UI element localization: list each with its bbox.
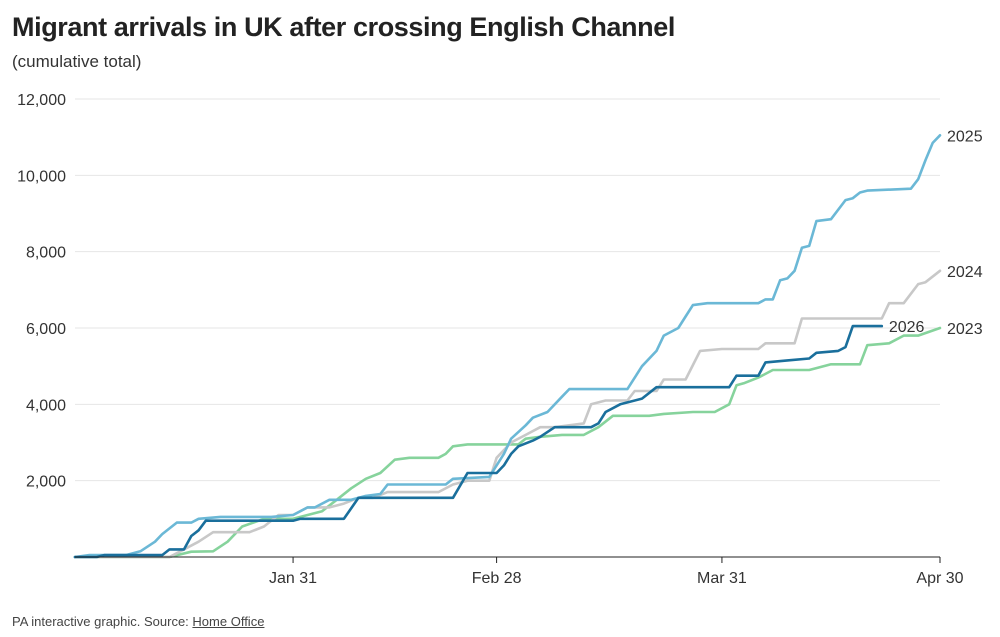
series-label-2025: 2025: [947, 128, 983, 145]
series-line-2025: [73, 134, 942, 559]
x-tick-label: Jan 31: [269, 570, 317, 587]
y-tick-label: 6,000: [26, 321, 66, 338]
x-tick-label: Mar 31: [697, 570, 747, 587]
series-label-2026: 2026: [889, 319, 925, 336]
x-tick-label: Apr 30: [916, 570, 963, 587]
series-labels: 2023 2024 2025 2026: [889, 128, 983, 338]
source-link[interactable]: Home Office: [192, 614, 265, 629]
x-tick-label: Feb 28: [472, 570, 522, 587]
series-label-2023: 2023: [947, 321, 983, 338]
series-label-2024: 2024: [947, 264, 983, 281]
footer-text: PA interactive graphic. Source:: [12, 614, 193, 629]
x-axis-tick-labels: Jan 31 Feb 28 Mar 31 Apr 30: [269, 557, 964, 587]
y-axis-tick-labels: 2,000 4,000 6,000 8,000 10,000 12,000: [17, 92, 66, 491]
y-tick-label: 8,000: [26, 245, 66, 262]
gridlines: [75, 98, 940, 482]
series-line-2023: [73, 326, 942, 559]
chart-subtitle: (cumulative total): [12, 52, 142, 71]
y-tick-label: 12,000: [17, 92, 66, 109]
source-footer: PA interactive graphic. Source: Home Off…: [12, 614, 264, 629]
y-tick-label: 4,000: [26, 397, 66, 414]
chart-title: Migrant arrivals in UK after crossing En…: [12, 12, 675, 42]
y-tick-label: 10,000: [17, 168, 66, 185]
y-tick-label: 2,000: [26, 474, 66, 491]
series-line-2026: [73, 324, 884, 559]
series-lines: [73, 134, 942, 559]
series-line-2024: [73, 269, 942, 559]
